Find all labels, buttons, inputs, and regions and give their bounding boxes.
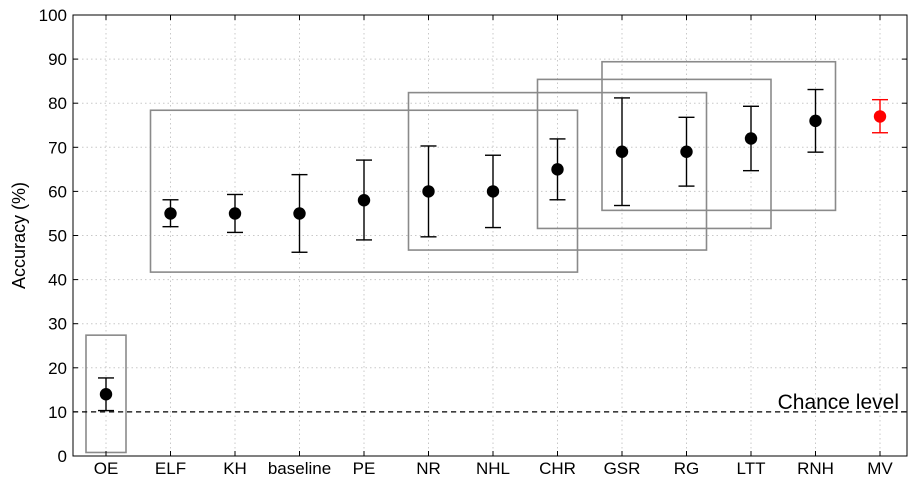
y-tick-label: 30 [48, 315, 67, 334]
grid-layer [73, 15, 907, 456]
x-tick-label: KH [223, 459, 247, 478]
y-tick-label: 70 [48, 138, 67, 157]
y-tick-label: 80 [48, 94, 67, 113]
x-tick-label: ELF [155, 459, 186, 478]
y-tick-label: 40 [48, 271, 67, 290]
data-point-nhl [486, 185, 500, 198]
chance-level-label: Chance level [778, 391, 899, 414]
group-boxes [85, 60, 837, 454]
x-tick-label: RNH [797, 459, 834, 478]
x-tick-label: NHL [476, 459, 510, 478]
x-ticks: OE ELF KH baseline PE NR NHL CHR GSR RG LTT RNH MV [94, 15, 893, 478]
data-point-ltt [744, 132, 758, 145]
group-box [149, 109, 579, 273]
x-tick-label: GSR [604, 459, 641, 478]
data-point-oe [99, 388, 113, 401]
x-tick-label: LTT [737, 459, 766, 478]
x-tick-label: OE [94, 459, 119, 478]
data-point-kh [228, 207, 242, 220]
y-tick-label: 10 [48, 403, 67, 422]
group-box [407, 91, 708, 251]
data-point-rnh [809, 114, 822, 128]
x-tick-label: RG [674, 459, 700, 478]
y-tick-label: 100 [39, 6, 67, 25]
data-point-elf [164, 207, 177, 220]
y-tick-label: 20 [48, 359, 67, 378]
data-point-rg [680, 145, 693, 158]
group-box [536, 78, 772, 230]
x-tick-label: CHR [539, 459, 576, 478]
y-tick-label: 60 [48, 182, 67, 201]
y-tick-label: 90 [48, 50, 67, 69]
x-tick-label: baseline [268, 459, 331, 478]
y-tick-label: 50 [48, 227, 67, 246]
group-box [601, 60, 837, 212]
plot-frame [72, 14, 908, 457]
data-point-baseline [293, 207, 306, 220]
data-point-nr [422, 185, 435, 198]
reference-line-layer: Chance level [73, 391, 907, 414]
x-tick-label: PE [353, 459, 376, 478]
y-axis-label: Accuracy (%) [9, 182, 29, 289]
x-tick-label: NR [416, 459, 441, 478]
y-tick-label: 0 [58, 447, 67, 466]
y-ticks: 0 10 20 30 40 50 60 70 80 90 100 [39, 6, 907, 466]
error-bars [98, 88, 888, 412]
axes [72, 14, 908, 457]
data-point-gsr [615, 145, 629, 158]
data-point-chr [551, 163, 564, 176]
data-point-mv [873, 110, 887, 123]
data-point-pe [357, 194, 371, 207]
x-tick-label: MV [867, 459, 893, 478]
